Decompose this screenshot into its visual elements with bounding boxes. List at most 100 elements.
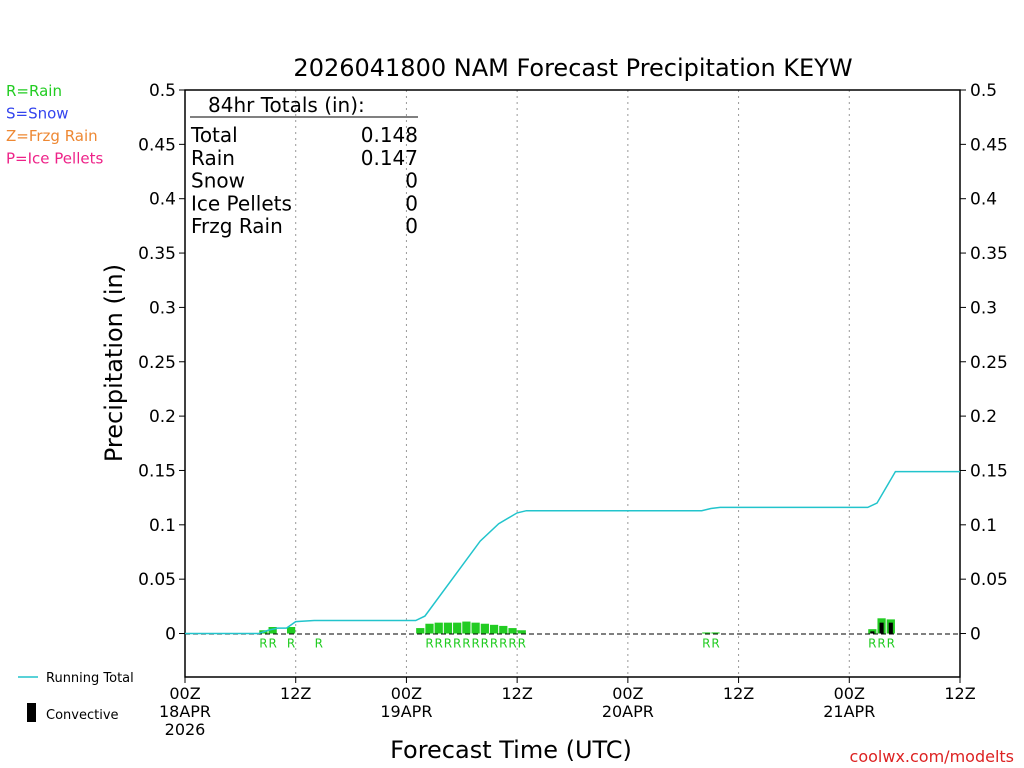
totals-box: 84hr Totals (in): Total 0.148 Rain 0.147 Sno… <box>190 93 418 238</box>
y-tick-label-right: 0.4 <box>970 190 997 210</box>
legend-type-label: Z=Frzg Rain <box>6 127 98 145</box>
type-marker: R <box>462 637 470 651</box>
precip-bar <box>702 632 711 634</box>
type-marker: R <box>711 637 719 651</box>
type-marker: R <box>508 637 516 651</box>
y-tick-label-right: 0.15 <box>970 461 1008 481</box>
precip-bar <box>443 622 453 634</box>
type-marker: R <box>444 637 452 651</box>
type-marker: R <box>315 637 323 651</box>
x-tick-label: 12Z <box>501 684 532 703</box>
totals-row-value: 0 <box>405 191 418 215</box>
y-tick-label-left: 0.15 <box>138 461 176 481</box>
y-tick-label-left: 0.2 <box>149 407 176 427</box>
running-total-legend: Running Total <box>18 671 134 686</box>
legend-type-label: P=Ice Pellets <box>6 150 103 168</box>
type-marker: R <box>453 637 461 651</box>
precip-bar <box>268 626 277 634</box>
type-marker: R <box>268 637 276 651</box>
type-marker: R <box>877 637 885 651</box>
type-marker: R <box>518 637 526 651</box>
y-tick-label-left: 0.35 <box>138 244 176 264</box>
totals-row-label: Snow <box>191 169 245 193</box>
type-marker: R <box>471 637 479 651</box>
x-tick-label: 18APR <box>159 702 211 721</box>
precip-bar <box>499 625 508 634</box>
precip-bar <box>711 632 720 634</box>
x-axis-label: Forecast Time (UTC) <box>390 736 632 764</box>
x-tick-label: 12Z <box>944 684 975 703</box>
convective-legend-swatch <box>27 703 36 722</box>
precip-bar <box>489 624 499 634</box>
convective-bar <box>879 622 884 634</box>
x-tick-label: 00Z <box>169 684 200 703</box>
y-tick-label-left: 0.4 <box>149 190 176 210</box>
x-tick-label: 00Z <box>391 684 422 703</box>
credit-text: coolwx.com/modelts <box>850 747 1014 766</box>
x-tick-label: 12Z <box>723 684 754 703</box>
legend-type-label: R=Rain <box>6 82 62 100</box>
running-total-line <box>185 470 960 635</box>
precip-bar <box>434 622 443 634</box>
x-tick-label: 00Z <box>834 684 865 703</box>
y-tick-label-right: 0 <box>970 625 981 645</box>
precip-bar <box>471 622 480 634</box>
y-tick-label-left: 0 <box>165 625 176 645</box>
convective-bar <box>870 631 875 634</box>
precip-bar <box>462 621 471 634</box>
convective-legend-label: Convective <box>46 708 119 723</box>
totals-header: 84hr Totals (in): <box>208 93 365 117</box>
vertical-grid <box>295 90 850 677</box>
type-marker: R <box>287 637 295 651</box>
y-tick-label-right: 0.3 <box>970 298 997 318</box>
y-tick-label-left: 0.05 <box>138 570 176 590</box>
totals-row-value: 0.148 <box>361 123 418 147</box>
running-total-legend-label: Running Total <box>46 671 134 686</box>
y-tick-label-left: 0.1 <box>149 516 176 536</box>
x-tick-label: 2026 <box>165 720 206 739</box>
y-tick-label-right: 0.2 <box>970 407 997 427</box>
y-axis-ticks: 0 00.05 0.050.1 0.10.15 0.150.2 0.20.25 0.250.… <box>138 81 1008 645</box>
convective-bar <box>888 622 893 634</box>
type-marker: R <box>702 637 710 651</box>
totals-row-value: 0 <box>405 214 418 238</box>
y-axis-label: Precipitation (in) <box>100 264 128 462</box>
y-tick-label-right: 0.5 <box>970 81 997 101</box>
y-tick-label-right: 0.45 <box>970 135 1008 155</box>
y-tick-label-right: 0.35 <box>970 244 1008 264</box>
totals-row-value: 0 <box>405 169 418 193</box>
type-marker: R <box>481 637 489 651</box>
y-tick-label-right: 0.25 <box>970 353 1008 373</box>
convective-legend: Convective <box>27 703 119 723</box>
y-tick-label-left: 0.25 <box>138 353 176 373</box>
totals-row-label: Ice Pellets <box>191 191 292 215</box>
type-marker: R <box>868 637 876 651</box>
y-tick-label-left: 0.45 <box>138 135 176 155</box>
type-marker: R <box>259 637 267 651</box>
precip-bar <box>425 623 434 634</box>
y-tick-label-right: 0.05 <box>970 570 1008 590</box>
y-tick-label-left: 0.3 <box>149 298 176 318</box>
precip-type-legend: R=Rain S=Snow Z=Frzg Rain P=Ice Pellets <box>6 82 103 168</box>
plot-frame <box>184 89 961 678</box>
totals-row-label: Total <box>190 123 238 147</box>
chart-title: 2026041800 NAM Forecast Precipitation KE… <box>293 54 852 82</box>
type-marker: R <box>425 637 433 651</box>
totals-row-label: Rain <box>191 146 235 170</box>
x-tick-label: 00Z <box>612 684 643 703</box>
hourly-bars <box>259 618 895 634</box>
x-tick-label: 19APR <box>380 702 432 721</box>
x-tick-label: 20APR <box>602 702 654 721</box>
x-tick-label: 21APR <box>823 702 875 721</box>
y-tick-label-left: 0.5 <box>149 81 176 101</box>
type-marker: R <box>435 637 443 651</box>
precip-bar <box>508 628 517 634</box>
precip-bar <box>480 623 489 634</box>
precip-bar <box>453 622 462 634</box>
x-tick-label: 12Z <box>280 684 311 703</box>
type-marker: R <box>499 637 507 651</box>
precip-bar <box>416 628 425 634</box>
